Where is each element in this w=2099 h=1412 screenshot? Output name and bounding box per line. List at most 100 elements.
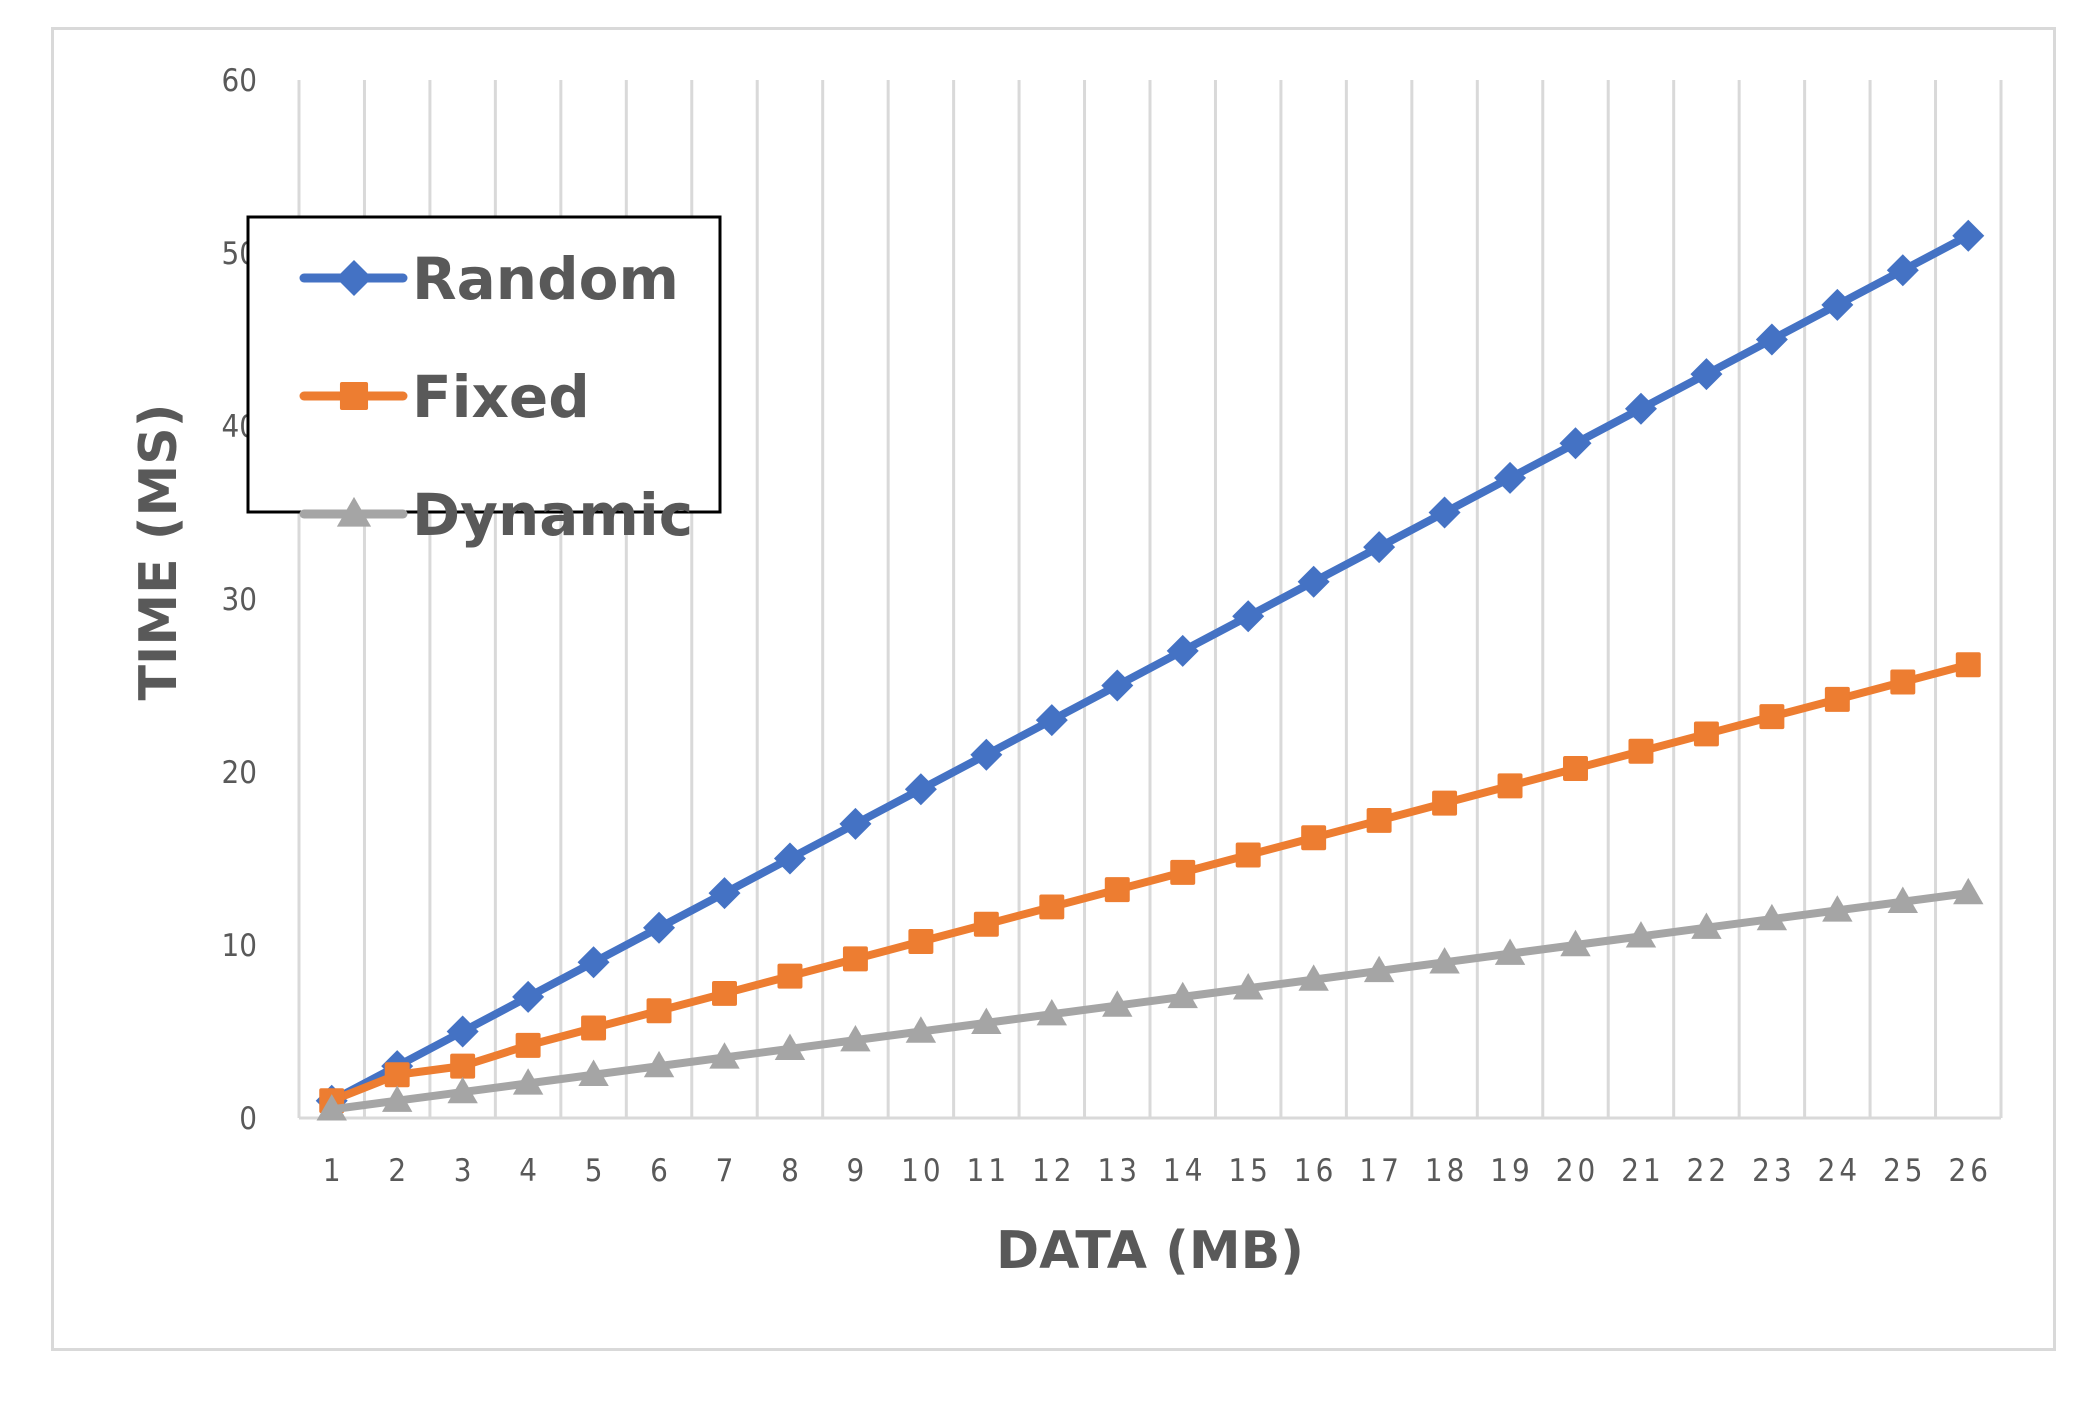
square-marker — [450, 1053, 476, 1079]
triangle-marker — [1822, 895, 1853, 922]
triangle-marker — [1494, 938, 1526, 965]
x-tick-label: 10 — [901, 1153, 944, 1189]
x-tick-label: 13 — [1098, 1153, 1141, 1189]
diamond-marker — [708, 877, 741, 910]
x-axis-title: DATA (MB) — [996, 1221, 1304, 1281]
triangle-marker — [840, 1024, 871, 1052]
x-tick-label: 12 — [1032, 1153, 1075, 1189]
x-tick-label: 4 — [519, 1153, 541, 1189]
diamond-marker — [839, 807, 872, 840]
y-tick-label: 60 — [222, 63, 257, 99]
series-fixed — [319, 652, 1981, 1114]
triangle-marker — [1560, 929, 1591, 957]
diamond-marker — [336, 260, 372, 296]
diamond-marker — [1035, 704, 1068, 737]
legend-label: Random — [412, 245, 679, 313]
square-marker — [1824, 686, 1850, 712]
diamond-marker — [1232, 600, 1265, 633]
x-tick-label: 24 — [1818, 1153, 1861, 1189]
x-tick-label: 2 — [388, 1153, 410, 1189]
legend-label: Fixed — [412, 363, 590, 431]
diamond-marker — [970, 738, 1003, 771]
square-marker — [384, 1062, 410, 1088]
triangle-marker — [1363, 955, 1395, 983]
legend-item-fixed: Fixed — [299, 363, 590, 431]
triangle-marker — [512, 1068, 544, 1095]
triangle-marker — [1953, 877, 1984, 905]
square-marker — [1170, 859, 1196, 885]
diamond-marker — [773, 842, 806, 875]
triangle-marker — [1756, 903, 1788, 931]
square-marker — [1104, 877, 1130, 903]
diamond-marker — [1297, 565, 1330, 598]
triangle-marker — [336, 496, 372, 527]
triangle-marker — [905, 1016, 937, 1043]
x-tick-label: 5 — [585, 1153, 607, 1189]
triangle-marker — [1232, 973, 1264, 1000]
y-tick-label: 10 — [222, 928, 257, 964]
diamond-marker — [643, 911, 676, 944]
square-marker — [646, 998, 672, 1024]
x-tick-label: 11 — [967, 1153, 1010, 1189]
triangle-marker — [1036, 999, 1068, 1026]
square-marker — [1628, 738, 1654, 764]
triangle-marker — [971, 1007, 1002, 1035]
square-marker — [1955, 652, 1981, 678]
x-tick-label: 16 — [1294, 1153, 1337, 1189]
series-random — [315, 219, 1985, 1117]
diamond-marker — [577, 946, 610, 979]
x-tick-label: 21 — [1621, 1153, 1664, 1189]
legend-label: Dynamic — [412, 481, 693, 549]
x-tick-label: 9 — [847, 1153, 869, 1189]
triangle-marker — [774, 1033, 806, 1060]
legend-item-random: Random — [299, 245, 679, 313]
square-marker — [1301, 825, 1327, 851]
square-marker — [908, 929, 934, 955]
diamond-marker — [1624, 392, 1657, 425]
diamond-marker — [1494, 461, 1527, 494]
triangle-marker — [1298, 964, 1329, 991]
square-marker — [777, 963, 803, 989]
diamond-marker — [904, 773, 937, 806]
diamond-marker — [1690, 358, 1723, 391]
triangle-marker — [316, 1094, 347, 1121]
series-layer — [315, 219, 1985, 1121]
square-marker — [973, 911, 999, 937]
vertical-gridlines — [297, 80, 2003, 1118]
diamond-marker — [446, 1015, 479, 1048]
triangle-marker — [578, 1059, 609, 1086]
y-axis-title: TIME (MS) — [129, 404, 189, 701]
triangle-marker — [1429, 947, 1460, 974]
square-marker — [1759, 704, 1785, 730]
x-tick-label: 14 — [1163, 1153, 1206, 1189]
diamond-marker — [1428, 496, 1461, 529]
square-marker — [1890, 669, 1916, 695]
x-tick-label: 15 — [1228, 1153, 1271, 1189]
y-tick-label: 0 — [239, 1101, 257, 1137]
triangle-marker — [1691, 912, 1722, 939]
square-marker — [1563, 756, 1588, 782]
series-line — [327, 889, 1973, 1114]
diamond-marker — [1559, 427, 1592, 460]
diamond-marker — [1952, 219, 1985, 252]
y-tick-label: 30 — [222, 582, 257, 618]
x-tick-label: 19 — [1490, 1153, 1533, 1189]
triangle-marker — [447, 1076, 478, 1104]
series-dynamic — [316, 877, 1984, 1121]
square-marker — [1039, 894, 1065, 920]
legend: Random Fixed Dynamic — [246, 215, 722, 549]
triangle-marker — [381, 1085, 413, 1112]
square-marker — [515, 1032, 541, 1058]
square-marker — [842, 946, 868, 972]
x-tick-label: 18 — [1425, 1153, 1468, 1189]
y-tick-label: 20 — [222, 755, 257, 791]
x-tick-label: 23 — [1752, 1153, 1795, 1189]
x-axis-tick-labels: 1 2 3 4 5 6 7 8 9 10 11 12 13 14 15 16 17 18 19 20 21 22 23 24 2… — [323, 1153, 1988, 1189]
series-line — [327, 231, 1973, 1105]
triangle-marker — [709, 1042, 740, 1069]
diamond-marker — [1755, 323, 1788, 356]
triangle-marker — [1102, 990, 1133, 1017]
x-tick-label: 22 — [1687, 1153, 1730, 1189]
